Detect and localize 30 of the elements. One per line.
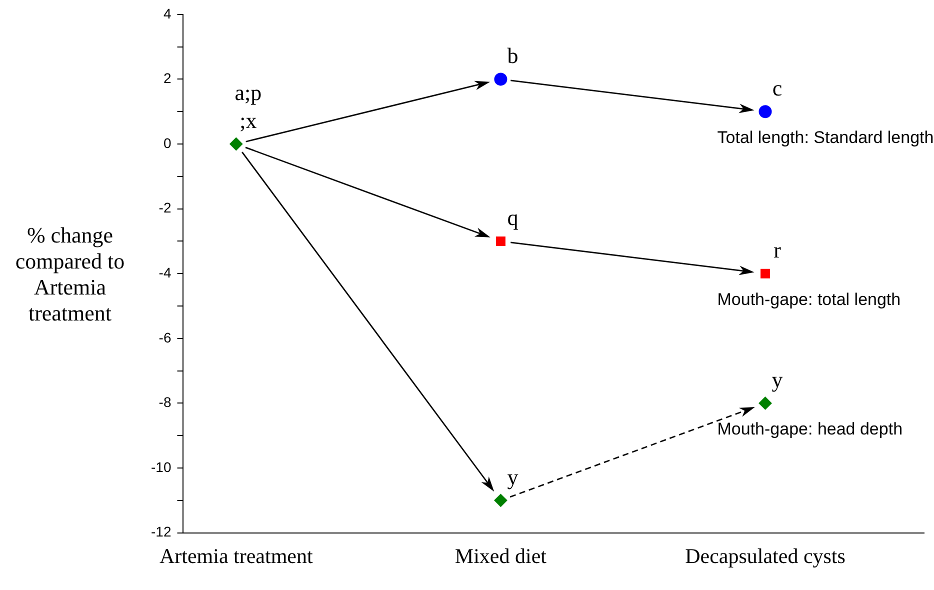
y-tick-label: -4: [158, 264, 172, 280]
x-tick-label: Artemia treatment: [159, 544, 313, 568]
annotation: r: [774, 238, 782, 263]
y-tick-label: 4: [163, 5, 172, 22]
y-tick-label: 0: [163, 134, 172, 151]
text: Mouth-gape: total length: [717, 290, 901, 309]
y-tick-label: -12: [151, 524, 172, 540]
point: [494, 494, 508, 507]
y-tick-label: -2: [158, 200, 172, 216]
annotation: b: [507, 43, 518, 68]
x-tick-label: Decapsulated cysts: [685, 544, 846, 568]
annotation: y: [772, 367, 783, 392]
annotation: y: [507, 464, 518, 490]
y-tick-label: -10: [151, 458, 172, 475]
point: [760, 268, 770, 278]
y-tick-label: -6: [158, 329, 172, 346]
point: [758, 105, 772, 118]
annotation: a;p ;x: [234, 80, 262, 133]
annotation: c: [772, 76, 782, 101]
point: [496, 236, 506, 246]
annotation: q: [507, 205, 518, 230]
text: Total length: Standard length: [717, 128, 934, 147]
point: [230, 138, 243, 150]
y-tick-label: -8: [158, 394, 172, 410]
y-axis-title: % change compared to Artemia treatment: [15, 222, 125, 326]
text: Mouth-gape: head depth: [717, 419, 903, 438]
x-tick-label: Mixed diet: [454, 544, 547, 568]
point: [494, 72, 508, 86]
point: [758, 396, 772, 410]
y-tick-label: 2: [163, 70, 172, 86]
